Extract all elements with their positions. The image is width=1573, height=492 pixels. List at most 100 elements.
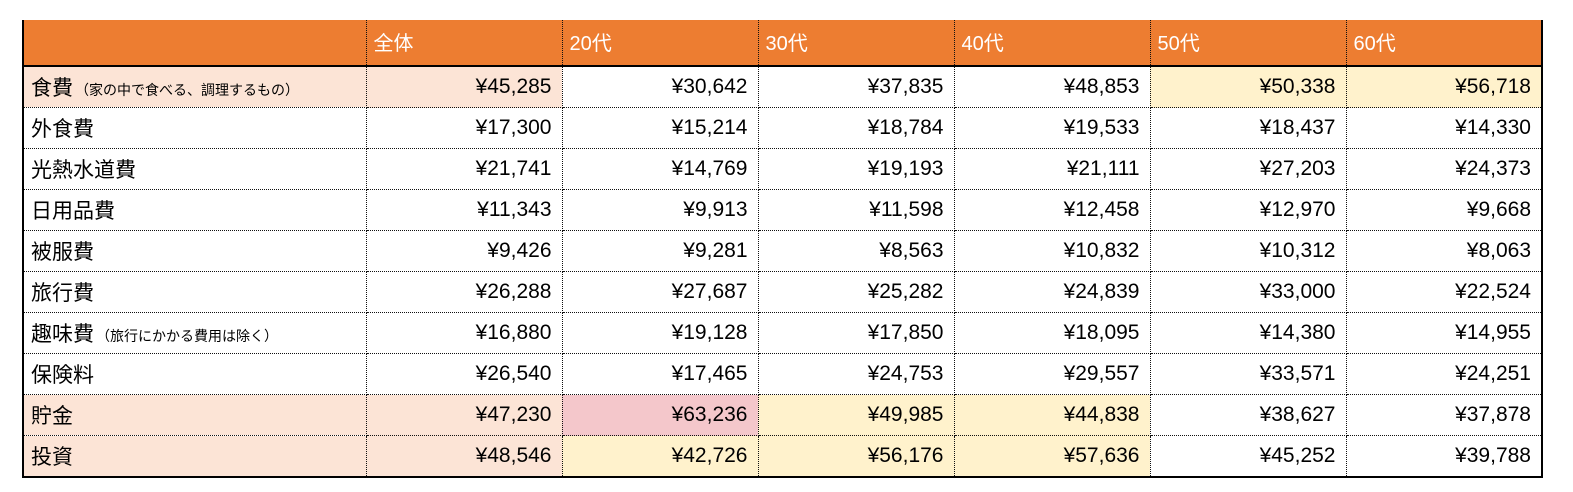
value-cell: ¥9,668 <box>1345 189 1542 231</box>
value-cell: ¥37,835 <box>757 65 955 108</box>
header-cell-empty <box>23 20 366 67</box>
header-cell-50s: 50代 <box>1149 20 1346 67</box>
header-cell-30s: 30代 <box>757 20 954 67</box>
value-cell: ¥56,176 <box>757 435 955 477</box>
row-label-cell: 貯金 <box>23 394 367 436</box>
value-cell: ¥30,642 <box>561 65 759 108</box>
value-cell: ¥18,437 <box>1149 107 1347 149</box>
value-cell: ¥26,540 <box>365 353 563 395</box>
value-cell: ¥24,753 <box>757 353 955 395</box>
value-cell: ¥42,726 <box>561 435 759 477</box>
value-cell: ¥10,832 <box>953 230 1151 272</box>
value-cell: ¥56,718 <box>1345 65 1542 108</box>
value-cell: ¥24,839 <box>953 271 1151 313</box>
value-cell: ¥48,853 <box>953 65 1151 108</box>
table-row: 外食費 ¥17,300 ¥15,214 ¥18,784 ¥19,533 ¥18,437 ¥1… <box>23 107 1542 149</box>
value-cell: ¥19,128 <box>561 312 759 354</box>
value-cell: ¥8,563 <box>757 230 955 272</box>
value-cell: ¥22,524 <box>1345 271 1542 313</box>
header-cell-overall: 全体 <box>365 20 562 67</box>
value-cell: ¥48,546 <box>365 435 563 477</box>
row-label-cell: 投資 <box>23 435 367 477</box>
value-cell: ¥18,784 <box>757 107 955 149</box>
table-row: 保険料 ¥26,540 ¥17,465 ¥24,753 ¥29,557 ¥33,571 ¥2… <box>23 353 1542 395</box>
value-cell: ¥24,251 <box>1345 353 1542 395</box>
value-cell: ¥63,236 <box>561 394 759 436</box>
row-label: 趣味費 <box>31 323 94 346</box>
row-label-cell: 食費 （家の中で食べる、調理するもの） <box>23 65 367 108</box>
value-cell: ¥24,373 <box>1345 148 1542 190</box>
table-row: 食費 （家の中で食べる、調理するもの） ¥45,285 ¥30,642 ¥37,835 ¥… <box>23 65 1542 108</box>
value-cell: ¥9,426 <box>365 230 563 272</box>
value-cell: ¥17,850 <box>757 312 955 354</box>
row-label: 光熱水道費 <box>31 159 136 182</box>
table-row: 被服費 ¥9,426 ¥9,281 ¥8,563 ¥10,832 ¥10,312 ¥8,06… <box>23 230 1542 272</box>
value-cell: ¥27,203 <box>1149 148 1347 190</box>
value-cell: ¥44,838 <box>953 394 1151 436</box>
value-cell: ¥12,970 <box>1149 189 1347 231</box>
value-cell: ¥29,557 <box>953 353 1151 395</box>
table-row: 投資 ¥48,546 ¥42,726 ¥56,176 ¥57,636 ¥45,252 ¥39… <box>23 435 1542 477</box>
value-cell: ¥14,955 <box>1345 312 1542 354</box>
table-row: 貯金 ¥47,230 ¥63,236 ¥49,985 ¥44,838 ¥38,627 ¥37… <box>23 394 1542 436</box>
row-label: 貯金 <box>31 405 73 428</box>
value-cell: ¥47,230 <box>365 394 563 436</box>
row-label-cell: 外食費 <box>23 107 367 149</box>
value-cell: ¥27,687 <box>561 271 759 313</box>
row-label: 旅行費 <box>31 282 94 305</box>
value-cell: ¥14,380 <box>1149 312 1347 354</box>
row-label: 外食費 <box>31 118 94 141</box>
value-cell: ¥26,288 <box>365 271 563 313</box>
value-cell: ¥18,095 <box>953 312 1151 354</box>
value-cell: ¥14,330 <box>1345 107 1542 149</box>
table-row: 日用品費 ¥11,343 ¥9,913 ¥11,598 ¥12,458 ¥12,970 ¥9… <box>23 189 1542 231</box>
value-cell: ¥49,985 <box>757 394 955 436</box>
value-cell: ¥17,465 <box>561 353 759 395</box>
row-label-note: （旅行にかかる費用は除く） <box>96 328 278 344</box>
row-label-cell: 光熱水道費 <box>23 148 367 190</box>
value-cell: ¥45,285 <box>365 65 563 108</box>
header-cell-40s: 40代 <box>953 20 1150 67</box>
expenses-table: 全体 20代 30代 40代 50代 60代 食費 （家の中で食べる、調理するもの… <box>22 20 1543 478</box>
value-cell: ¥15,214 <box>561 107 759 149</box>
header-cell-60s: 60代 <box>1345 20 1542 67</box>
row-label-cell: 保険料 <box>23 353 367 395</box>
row-label-cell: 日用品費 <box>23 189 367 231</box>
value-cell: ¥11,598 <box>757 189 955 231</box>
value-cell: ¥9,913 <box>561 189 759 231</box>
value-cell: ¥33,571 <box>1149 353 1347 395</box>
table-body: 食費 （家の中で食べる、調理するもの） ¥45,285 ¥30,642 ¥37,835 ¥… <box>23 65 1542 477</box>
row-label: 保険料 <box>31 364 94 387</box>
row-label: 被服費 <box>31 241 94 264</box>
value-cell: ¥17,300 <box>365 107 563 149</box>
row-label-cell: 旅行費 <box>23 271 367 313</box>
value-cell: ¥12,458 <box>953 189 1151 231</box>
value-cell: ¥16,880 <box>365 312 563 354</box>
header-cell-20s: 20代 <box>561 20 758 67</box>
value-cell: ¥19,193 <box>757 148 955 190</box>
value-cell: ¥19,533 <box>953 107 1151 149</box>
row-label: 日用品費 <box>31 200 115 223</box>
value-cell: ¥21,741 <box>365 148 563 190</box>
header-row: 全体 20代 30代 40代 50代 60代 <box>23 20 1542 67</box>
value-cell: ¥37,878 <box>1345 394 1542 436</box>
value-cell: ¥11,343 <box>365 189 563 231</box>
value-cell: ¥21,111 <box>953 148 1151 190</box>
value-cell: ¥38,627 <box>1149 394 1347 436</box>
row-label-cell: 被服費 <box>23 230 367 272</box>
value-cell: ¥50,338 <box>1149 65 1347 108</box>
table-row: 光熱水道費 ¥21,741 ¥14,769 ¥19,193 ¥21,111 ¥27,203… <box>23 148 1542 190</box>
row-label-note: （家の中で食べる、調理するもの） <box>75 82 299 98</box>
value-cell: ¥33,000 <box>1149 271 1347 313</box>
value-cell: ¥39,788 <box>1345 435 1542 477</box>
value-cell: ¥10,312 <box>1149 230 1347 272</box>
table-row: 旅行費 ¥26,288 ¥27,687 ¥25,282 ¥24,839 ¥33,000 ¥2… <box>23 271 1542 313</box>
row-label-cell: 趣味費 （旅行にかかる費用は除く） <box>23 312 367 354</box>
value-cell: ¥25,282 <box>757 271 955 313</box>
value-cell: ¥45,252 <box>1149 435 1347 477</box>
table-row: 趣味費 （旅行にかかる費用は除く） ¥16,880 ¥19,128 ¥17,850 ¥18… <box>23 312 1542 354</box>
value-cell: ¥14,769 <box>561 148 759 190</box>
row-label: 食費 <box>31 77 73 100</box>
value-cell: ¥9,281 <box>561 230 759 272</box>
